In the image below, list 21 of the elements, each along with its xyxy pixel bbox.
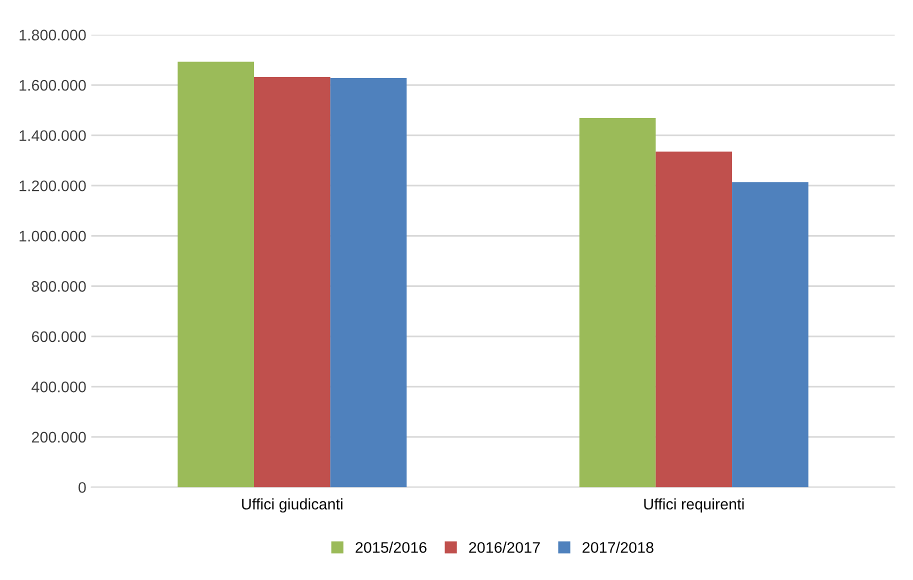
- bar: [330, 78, 407, 488]
- legend-label: 2015/2016: [356, 542, 426, 553]
- bar: [254, 77, 330, 488]
- bar: [656, 152, 732, 488]
- y-tick-label: 1.400.000: [20, 130, 86, 142]
- bar: [579, 118, 656, 488]
- y-tick-label: 200.000: [32, 432, 86, 443]
- bar: [732, 182, 808, 488]
- y-tick-label: 0: [78, 482, 86, 493]
- legend-label: 2016/2017: [469, 542, 540, 553]
- y-tick-label: 800.000: [32, 281, 86, 292]
- y-tick-label: 1.800.000: [20, 30, 86, 40]
- bar: [178, 62, 254, 488]
- y-tick-label: 1.000.000: [20, 230, 86, 242]
- y-tick-label: 1.200.000: [20, 180, 86, 192]
- y-tick-label: 400.000: [32, 382, 86, 392]
- y-tick-label: 1.600.000: [20, 80, 86, 91]
- x-tick-label: Uffici requirenti: [644, 498, 744, 513]
- legend-label: 2017/2018: [582, 542, 654, 553]
- x-tick-label: Uffici giudicanti: [242, 498, 342, 513]
- y-tick-label: 600.000: [32, 331, 86, 342]
